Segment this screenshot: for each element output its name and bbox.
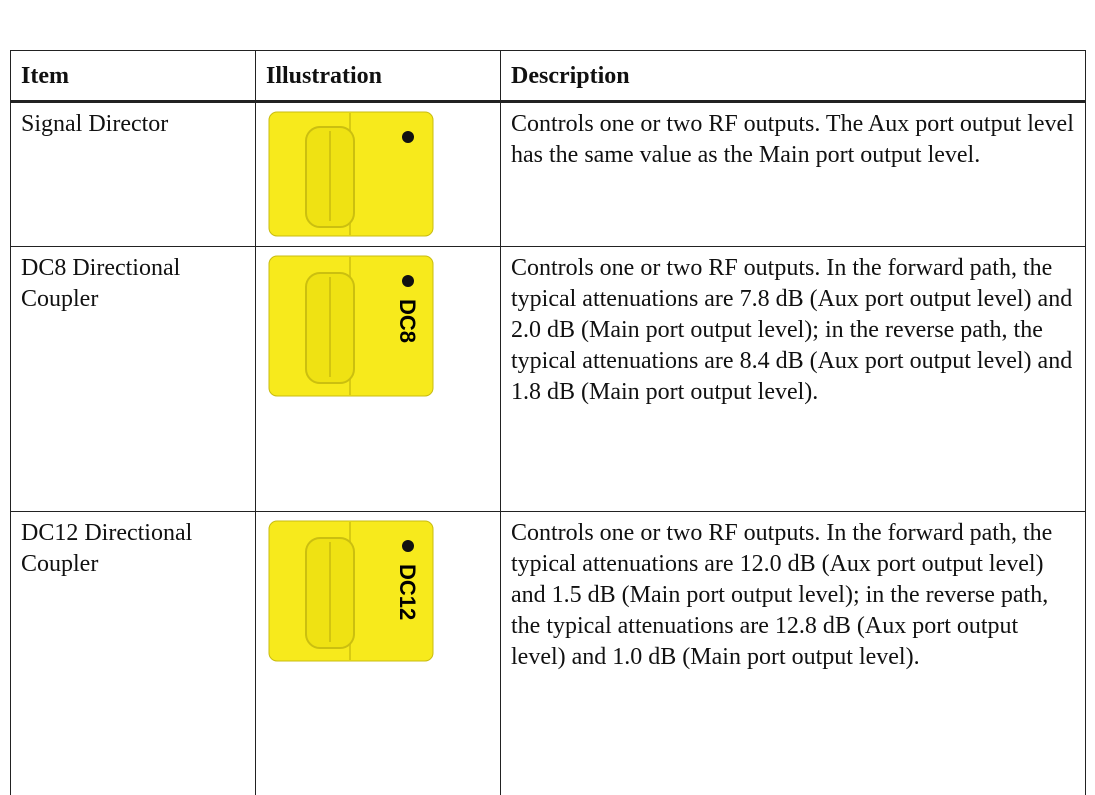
illustration-label: DC12 <box>395 564 420 620</box>
header-cell: Description <box>500 50 1086 103</box>
illustration: DC8 <box>268 255 434 397</box>
illustration: DC12 <box>268 520 434 662</box>
item-table: Item Illustration Description Signal Dir… <box>10 50 1086 795</box>
illustration <box>268 111 434 237</box>
description-cell: Controls one or two RF outputs. The Aux … <box>500 101 1086 247</box>
item-cell: DC12 Directional Coupler <box>10 511 256 795</box>
illustration-label: DC8 <box>395 299 420 343</box>
header-cell: Item <box>10 50 256 103</box>
item-cell: Signal Director <box>10 101 256 247</box>
description-cell: Controls one or two RF outputs. In the f… <box>500 511 1086 795</box>
header-row: Item Illustration Description <box>10 50 1086 103</box>
illustration-cell: DC12 <box>255 511 501 795</box>
row: DC8 Directional Coupler DC8 Controls one… <box>10 246 1086 512</box>
description-cell: Controls one or two RF outputs. In the f… <box>500 246 1086 512</box>
row: DC12 Directional Coupler DC12 Controls o… <box>10 511 1086 795</box>
row: Signal Director Controls one or two RF o… <box>10 101 1086 247</box>
item-cell: DC8 Directional Coupler <box>10 246 256 512</box>
illustration-cell: DC8 <box>255 246 501 512</box>
illustration-cell <box>255 101 501 247</box>
header-cell: Illustration <box>255 50 501 103</box>
